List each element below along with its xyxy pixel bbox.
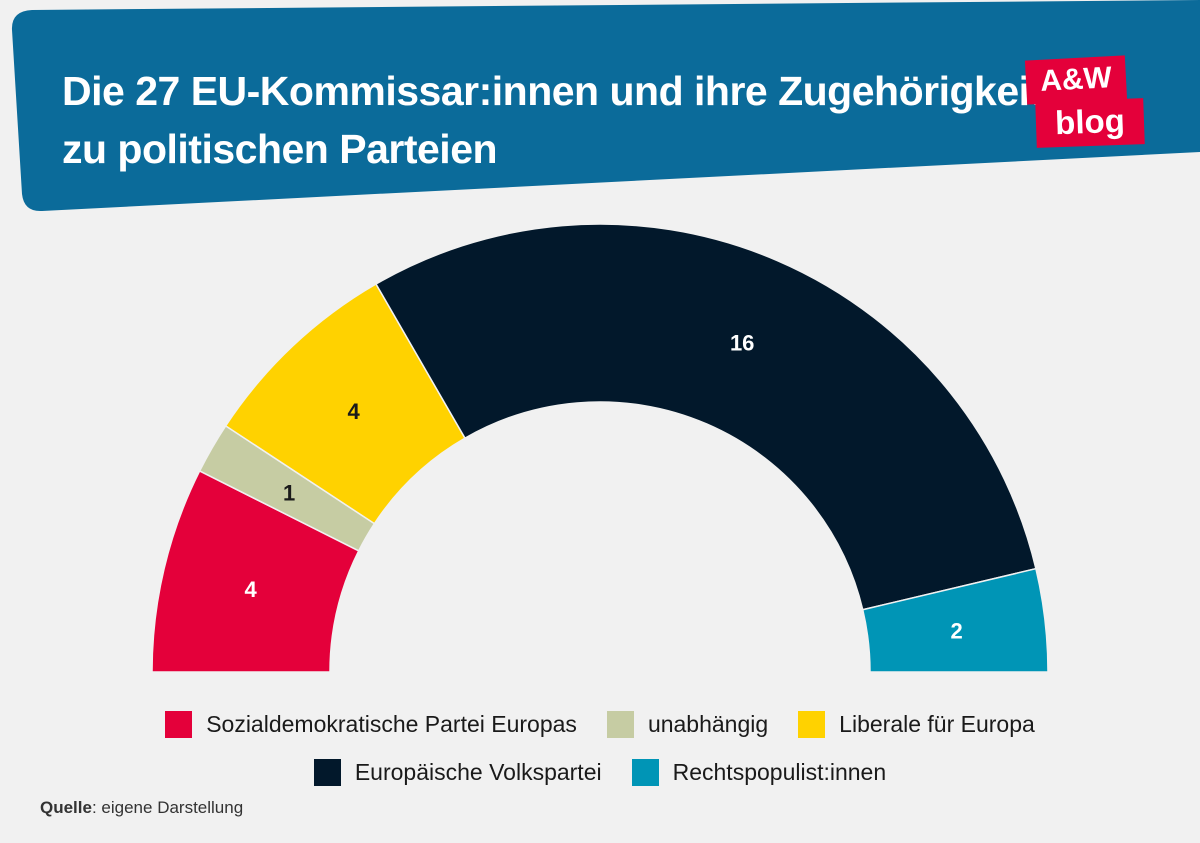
aw-blog-logo: A&W blog xyxy=(1020,55,1145,148)
legend-swatch-liberale xyxy=(798,710,826,738)
legend-item-unabhaengig: unabhängig xyxy=(606,710,769,738)
legend-label-evp: Europäische Volkspartei xyxy=(354,758,602,785)
source-note: Quelle: eigene Darstellung xyxy=(40,798,243,818)
chart-title: Die 27 EU-Kommissar:innen und ihre Zugeh… xyxy=(62,62,1043,178)
half-donut-chart: 4 1 4 16 2 xyxy=(151,223,1049,673)
slice-rechtspopulist xyxy=(861,567,1049,673)
data-label-unabhaengig: 1 xyxy=(283,481,295,506)
data-label-rechtspopulist: 2 xyxy=(950,618,962,643)
legend-label-unabhaengig: unabhängig xyxy=(647,710,769,737)
legend-label-rechtspopulist: Rechtspopulist:innen xyxy=(672,758,887,785)
source-label: Quelle xyxy=(40,798,92,817)
header-banner xyxy=(11,0,1200,212)
title-line-1: Die 27 EU-Kommissar:innen und ihre Zugeh… xyxy=(62,68,1043,114)
legend-row-1: Sozialdemokratische Partei Europas unabh… xyxy=(0,700,1200,748)
data-label-spe: 4 xyxy=(245,577,258,602)
legend-swatch-evp xyxy=(313,758,341,786)
legend-item-spe: Sozialdemokratische Partei Europas xyxy=(165,710,577,738)
legend-label-liberale: Liberale für Europa xyxy=(839,710,1035,737)
logo-top-text: A&W xyxy=(1024,55,1128,105)
legend-item-evp: Europäische Volkspartei xyxy=(313,758,602,786)
legend-item-rechtspopulist: Rechtspopulist:innen xyxy=(631,758,887,786)
legend-row-2: Europäische Volkspartei Rechtspopulist:i… xyxy=(0,748,1200,796)
title-line-2: zu politischen Parteien xyxy=(62,126,498,172)
legend-swatch-spe xyxy=(165,710,193,738)
source-text: : eigene Darstellung xyxy=(91,798,244,817)
legend-label-spe: Sozialdemokratische Partei Europas xyxy=(206,710,577,737)
data-label-liberale: 4 xyxy=(348,399,361,424)
legend-swatch-unabhaengig xyxy=(606,710,634,738)
legend-swatch-rechtspopulist xyxy=(631,758,659,786)
slice-evp xyxy=(374,223,1037,611)
logo-bottom-text: blog xyxy=(1035,98,1145,148)
data-label-evp: 16 xyxy=(730,330,754,355)
legend-item-liberale: Liberale für Europa xyxy=(798,710,1035,738)
legend: Sozialdemokratische Partei Europas unabh… xyxy=(0,700,1200,796)
